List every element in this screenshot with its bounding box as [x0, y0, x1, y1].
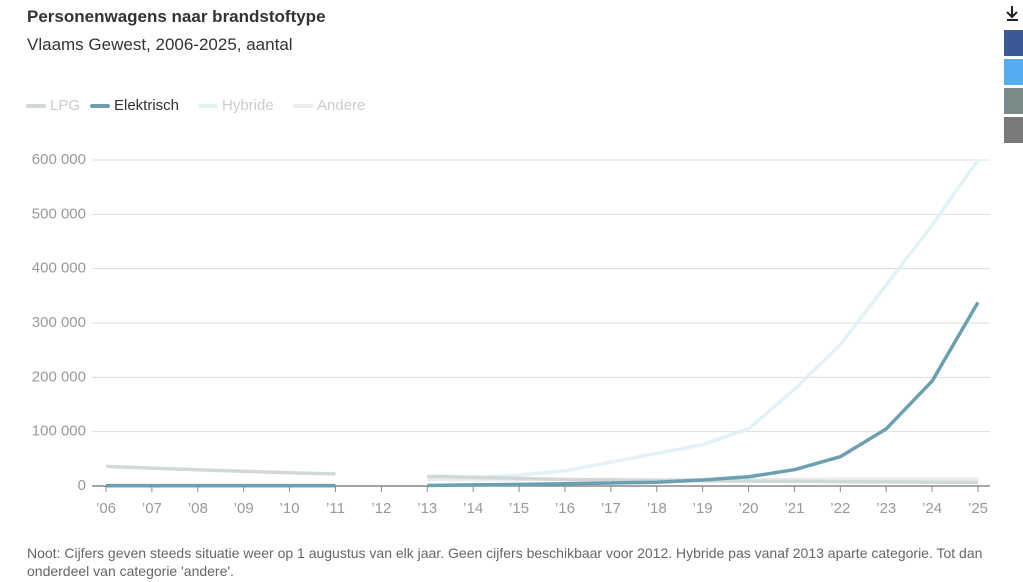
y-tick-label: 400 000: [32, 260, 86, 277]
x-tick-label: ’22: [830, 500, 850, 517]
x-tick-label: ’08: [188, 500, 208, 517]
chart-note: Noot: Cijfers geven steeds situatie weer…: [27, 545, 983, 579]
x-tick-label: ’15: [509, 500, 529, 517]
download-icon[interactable]: [1006, 6, 1018, 21]
x-tick-label: ’07: [142, 500, 162, 517]
facebook-button[interactable]: [1004, 30, 1023, 56]
y-tick-label: 600 000: [32, 151, 86, 168]
x-tick-label: ’16: [555, 500, 575, 517]
x-tick-label: ’14: [463, 500, 483, 517]
x-tick-label: ’10: [280, 500, 300, 517]
legend-label[interactable]: Hybride: [222, 97, 274, 114]
y-tick-label: 500 000: [32, 205, 86, 222]
y-tick-label: 100 000: [32, 423, 86, 440]
legend-label[interactable]: LPG: [50, 97, 80, 114]
x-tick-label: ’12: [371, 500, 391, 517]
twitter-button[interactable]: [1004, 59, 1023, 85]
series-line: [427, 158, 980, 481]
x-tick-label: ’13: [417, 500, 437, 517]
print-button[interactable]: [1004, 88, 1023, 114]
legend-label[interactable]: Elektrisch: [114, 97, 179, 114]
chart-subtitle: Vlaams Gewest, 2006-2025, aantal: [27, 35, 293, 54]
series-line: [106, 301, 980, 488]
x-tick-label: ’09: [234, 500, 254, 517]
chart-title: Personenwagens naar brandstoftype: [27, 7, 326, 26]
x-tick-label: ’20: [739, 500, 759, 517]
x-tick-label: ’24: [922, 500, 942, 517]
x-tick-label: ’11: [326, 500, 345, 517]
x-tick-label: ’18: [647, 500, 667, 517]
y-tick-label: 300 000: [32, 314, 86, 331]
x-tick-label: ’06: [96, 500, 116, 517]
y-tick-label: 0: [78, 477, 86, 494]
y-tick-label: 200 000: [32, 368, 86, 385]
x-tick-label: ’23: [876, 500, 896, 517]
x-tick-label: ’17: [601, 500, 621, 517]
x-tick-label: ’21: [784, 500, 804, 517]
x-tick-label: ’25: [968, 500, 988, 517]
x-tick-label: ’19: [693, 500, 713, 517]
share-icons: [1004, 6, 1023, 143]
legend-label[interactable]: Andere: [317, 97, 365, 114]
email-button[interactable]: [1004, 117, 1023, 143]
chart: 0 100 000 200 000 300 000 400 000 500 000 600 …: [26, 6, 1023, 517]
